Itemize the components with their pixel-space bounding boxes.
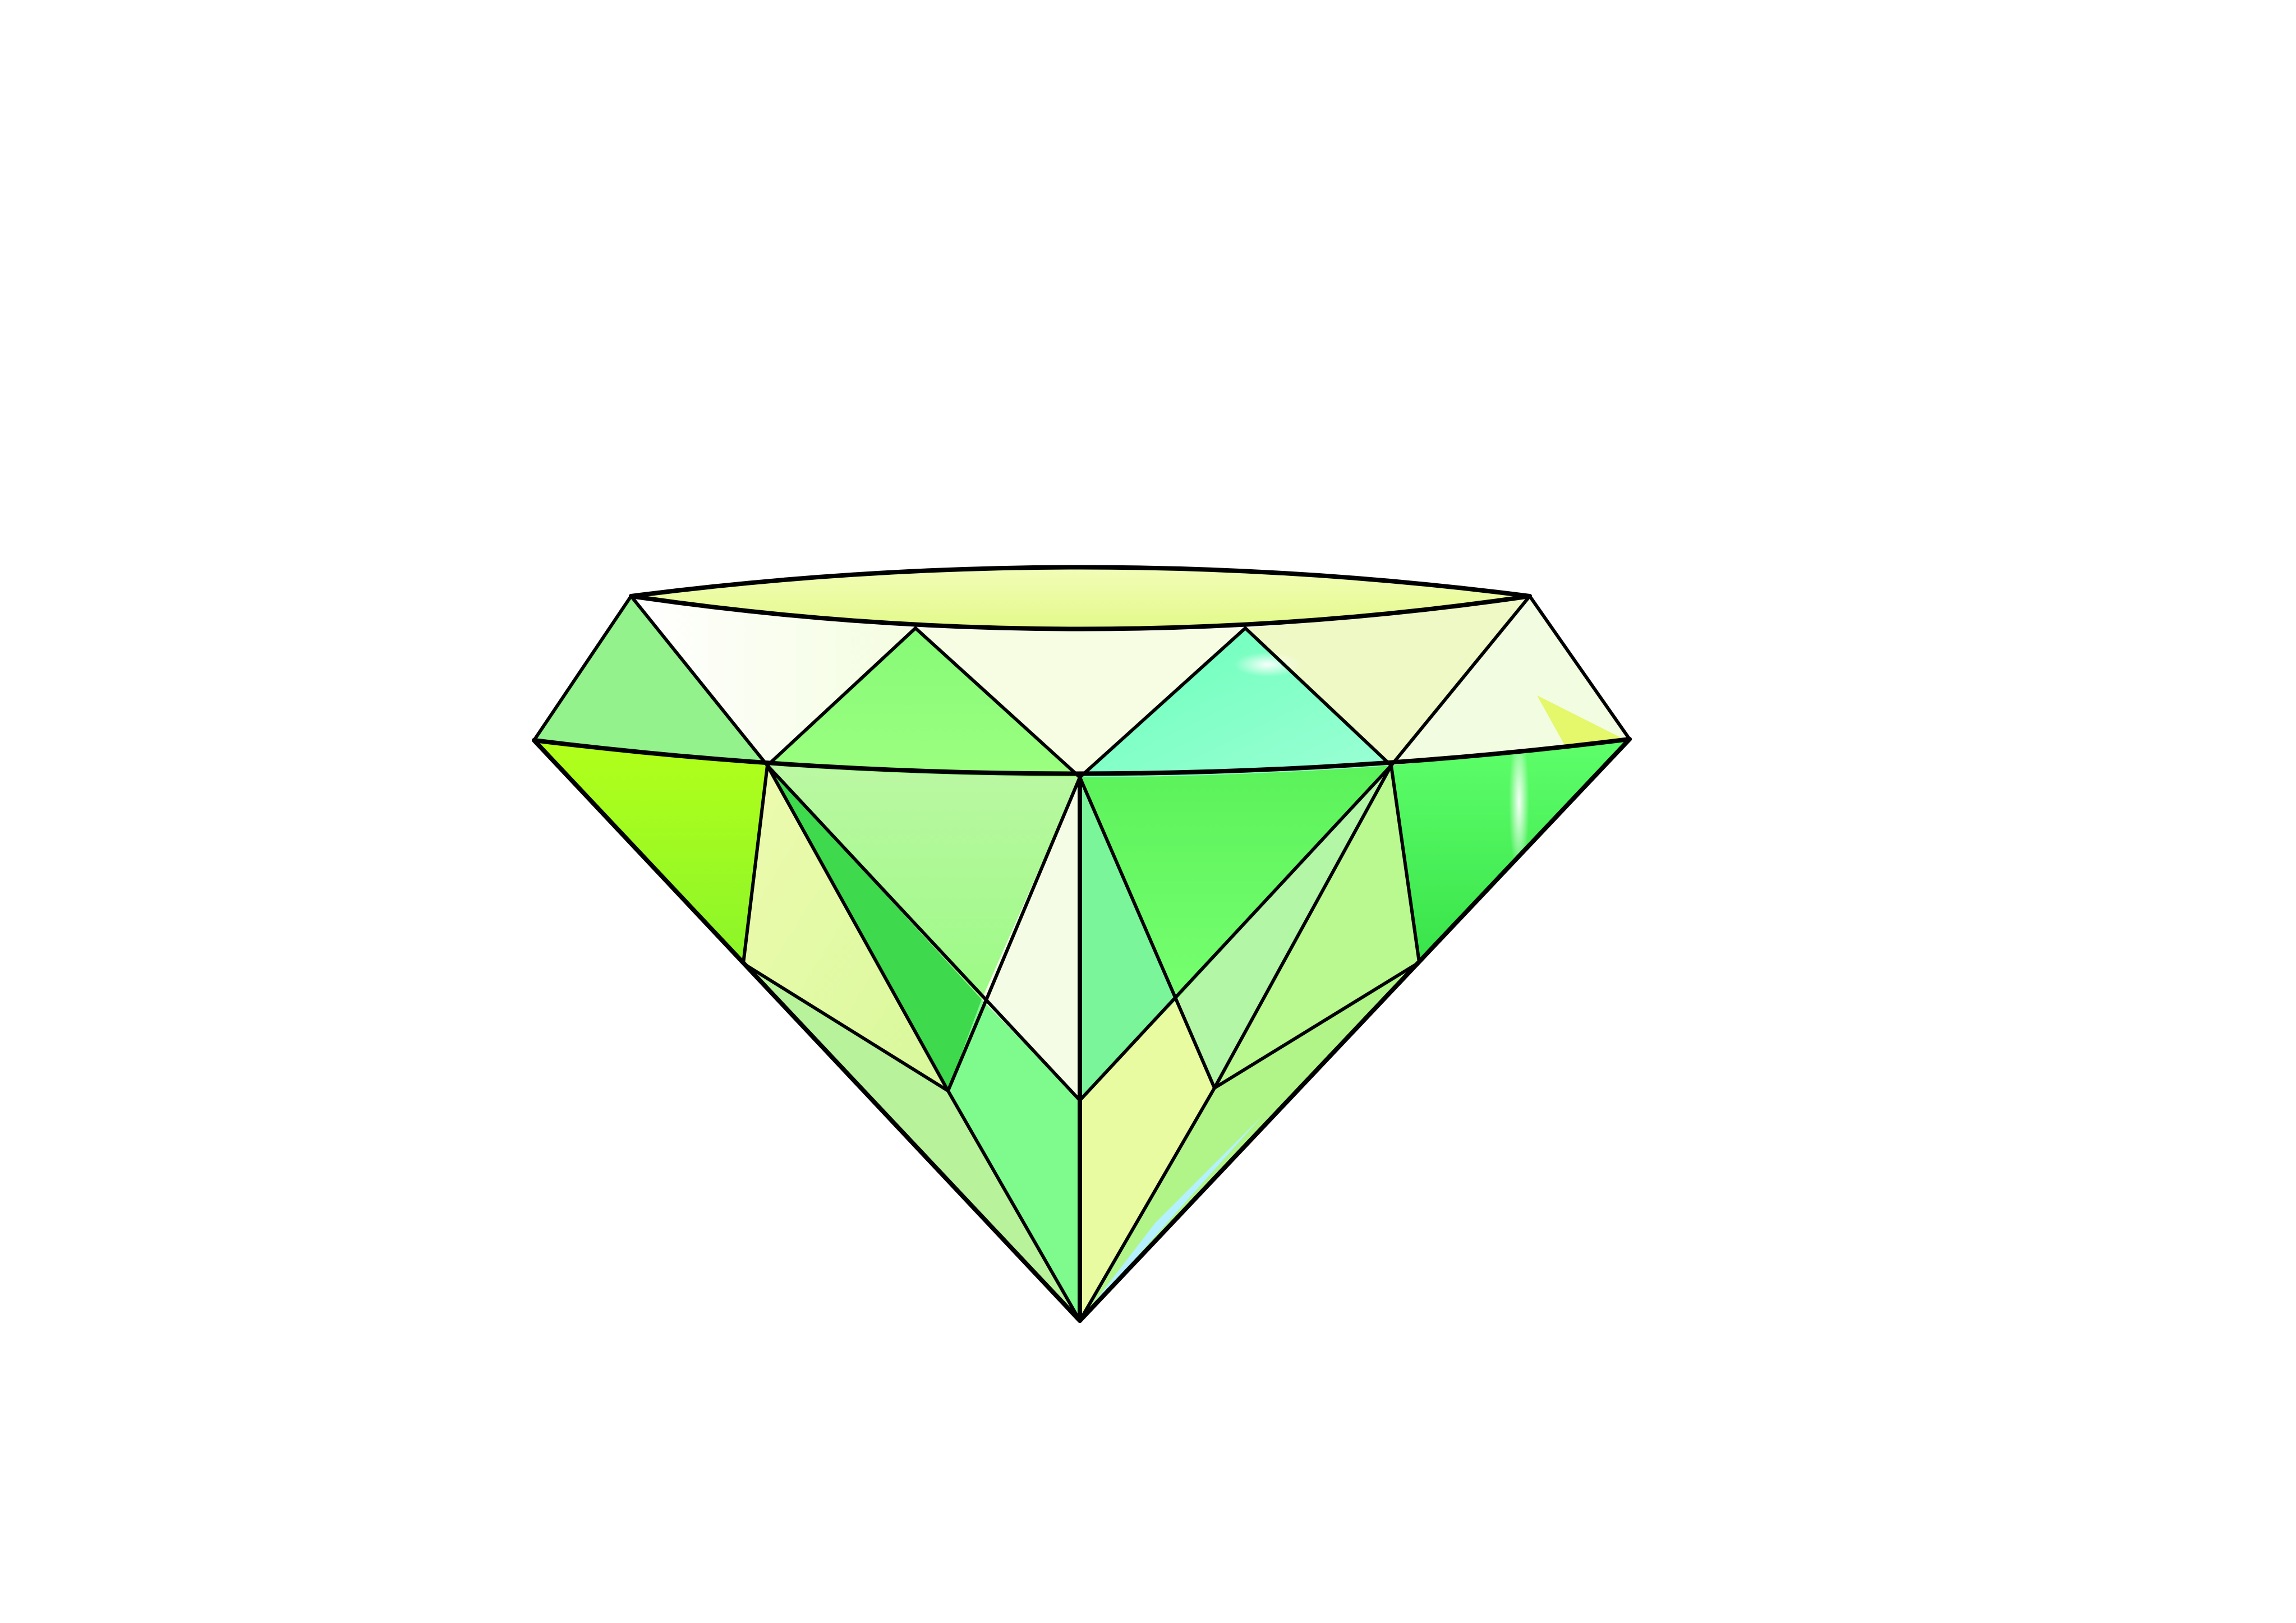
pavilion-left-pale <box>743 766 948 1091</box>
pavilion-center-left <box>767 766 1080 999</box>
pavilion-left-deep <box>767 766 982 1091</box>
gem-outline <box>532 565 1632 1323</box>
crown-white-center <box>915 628 1245 777</box>
pavilion-lower-right-mid <box>1080 998 1214 1321</box>
pavilion-center-right <box>1080 766 1391 998</box>
table-facet <box>631 567 1530 629</box>
crown-right-yellow <box>1537 695 1624 746</box>
crown-white-left <box>631 596 915 766</box>
crown-star-left <box>767 628 1080 777</box>
pavilion-right-soft <box>1178 766 1391 1088</box>
pavilion-lower-left-mid <box>948 999 1080 1321</box>
crown-pale-right <box>1245 596 1530 766</box>
crown-star-right <box>1080 628 1391 777</box>
pavilion-right-pale <box>1214 766 1419 1088</box>
crown-left-kite <box>534 596 767 766</box>
glare-top-right <box>1234 652 1301 677</box>
pavilion-left-wing <box>534 740 767 963</box>
glare-vertical <box>1509 729 1529 875</box>
